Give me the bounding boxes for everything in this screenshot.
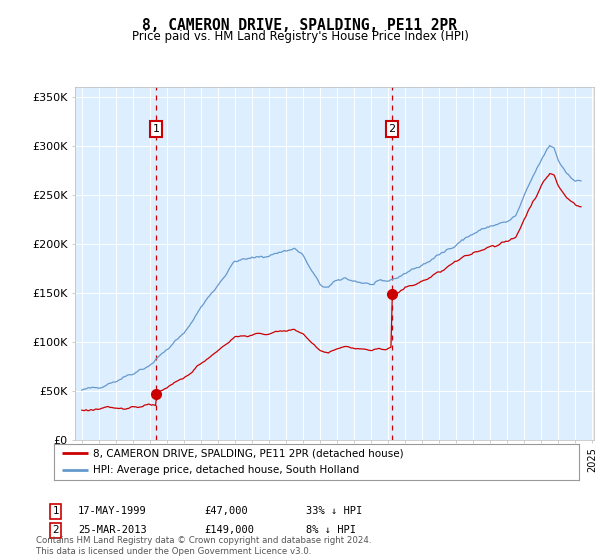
Text: £47,000: £47,000 <box>204 506 248 516</box>
Text: 2: 2 <box>388 124 395 134</box>
Text: 8, CAMERON DRIVE, SPALDING, PE11 2PR: 8, CAMERON DRIVE, SPALDING, PE11 2PR <box>143 18 458 33</box>
Text: HPI: Average price, detached house, South Holland: HPI: Average price, detached house, Sout… <box>94 465 359 475</box>
Text: £149,000: £149,000 <box>204 525 254 535</box>
Text: 2: 2 <box>52 525 59 535</box>
Text: 33% ↓ HPI: 33% ↓ HPI <box>306 506 362 516</box>
Text: 17-MAY-1999: 17-MAY-1999 <box>78 506 147 516</box>
Text: Contains HM Land Registry data © Crown copyright and database right 2024.
This d: Contains HM Land Registry data © Crown c… <box>36 536 371 556</box>
Text: Price paid vs. HM Land Registry's House Price Index (HPI): Price paid vs. HM Land Registry's House … <box>131 30 469 43</box>
Text: 1: 1 <box>52 506 59 516</box>
Text: 8% ↓ HPI: 8% ↓ HPI <box>306 525 356 535</box>
Text: 1: 1 <box>152 124 160 134</box>
Text: 8, CAMERON DRIVE, SPALDING, PE11 2PR (detached house): 8, CAMERON DRIVE, SPALDING, PE11 2PR (de… <box>94 449 404 458</box>
Text: 25-MAR-2013: 25-MAR-2013 <box>78 525 147 535</box>
